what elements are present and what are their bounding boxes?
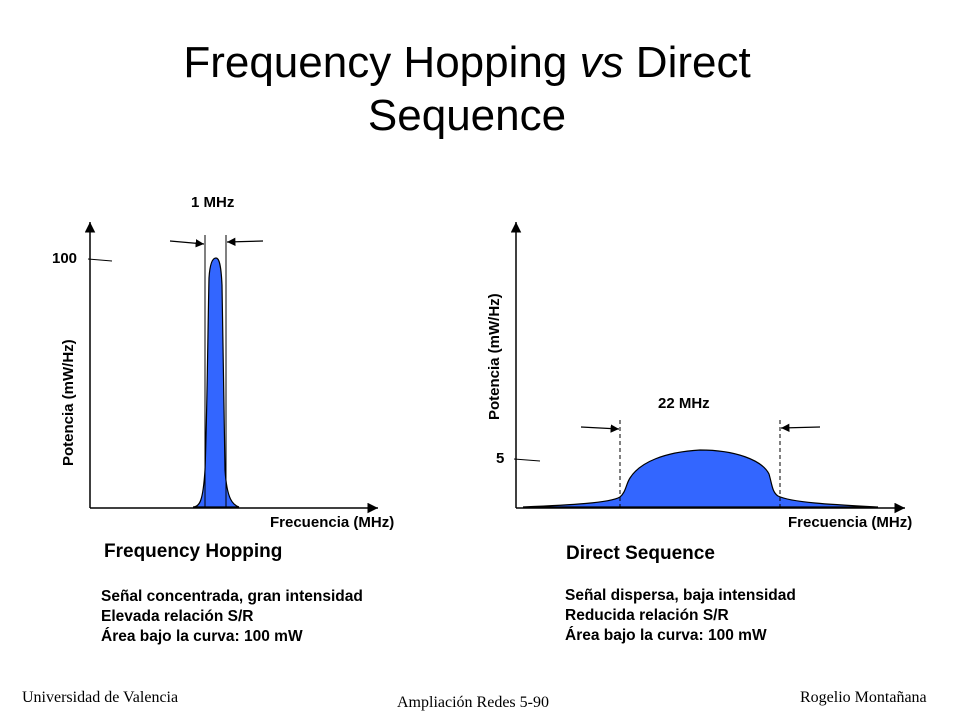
ds-tick-leader [513,458,541,462]
ds-bandwidth-label: 22 MHz [658,395,710,412]
ds-y-axis-label: Potencia (mW/Hz) [486,293,503,420]
ds-heading: Direct Sequence [566,543,715,564]
ds-band-arrow-right [780,423,821,432]
fh-bandwidth-label: 1 MHz [191,194,235,211]
fh-x-axis-label: Frecuencia (MHz) [270,514,395,531]
fh-heading: Frequency Hopping [104,541,283,562]
fh-band-arrow-left [169,239,205,248]
fh-chart [84,222,378,514]
footer-institution: Universidad de Valencia [22,689,179,706]
fh-desc-line-3: Área bajo la curva: 100 mW [101,628,303,645]
ds-desc-line-2: Reducida relación S/R [565,607,729,624]
fh-band-arrow-right [226,237,264,246]
fh-signal-spike [192,257,240,508]
ds-desc-line-3: Área bajo la curva: 100 mW [565,627,767,644]
footer-author: Rogelio Montañana [800,689,927,706]
fh-y-axis-label: Potencia (mW/Hz) [60,339,77,466]
title-line-1: Frequency Hopping vs Direct [183,38,751,87]
title-line-2: Sequence [367,91,567,140]
ds-band-arrow-left [580,424,620,433]
fh-desc-line-2: Elevada relación S/R [101,608,254,625]
slide-title: Frequency Hopping vs Direct Sequence [0,36,934,142]
footer-course-page: Ampliación Redes 5-90 [397,694,549,711]
ds-chart [510,222,905,514]
fh-tick-leader [87,258,113,262]
ds-x-axis-label: Frecuencia (MHz) [788,514,913,531]
fh-y-tick-100: 100 [52,250,78,267]
ds-signal-plateau [522,449,879,508]
ds-y-tick-5: 5 [496,450,505,467]
fh-desc-line-1: Señal concentrada, gran intensidad [101,588,363,605]
ds-description: Señal dispersa, baja intensidad Reducida… [565,586,796,646]
ds-desc-line-1: Señal dispersa, baja intensidad [565,587,796,604]
fh-description: Señal concentrada, gran intensidad Eleva… [101,587,363,647]
